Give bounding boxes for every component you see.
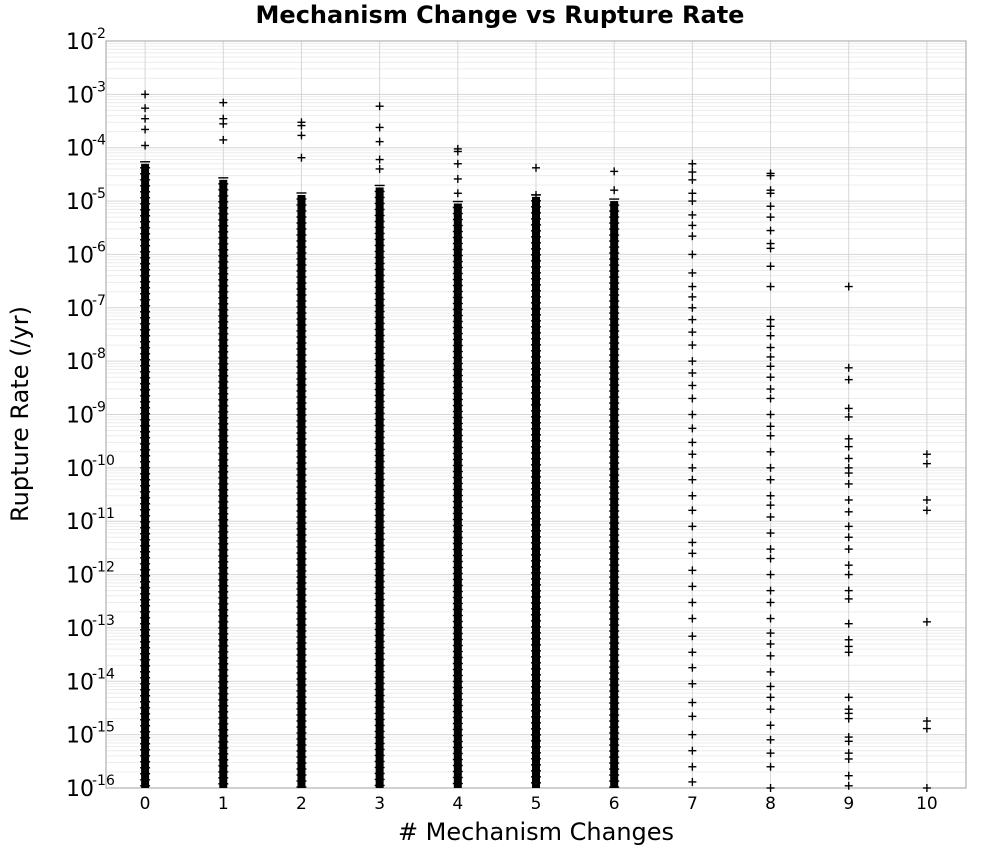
y-tick-base: 10 xyxy=(66,564,94,589)
y-tick-exponent: -12 xyxy=(92,560,115,576)
y-axis-ticks: 10-1610-1510-1410-1310-1210-1110-1010-91… xyxy=(66,26,115,802)
y-tick-label: 10-12 xyxy=(66,560,115,589)
y-tick-label: 10-10 xyxy=(66,453,115,482)
dense-point-column xyxy=(532,196,540,788)
y-tick-label: 10-13 xyxy=(66,613,115,642)
y-tick-base: 10 xyxy=(66,777,94,802)
y-tick-label: 10-15 xyxy=(66,720,115,749)
y-tick-label: 10-6 xyxy=(66,239,106,268)
y-tick-label: 10-7 xyxy=(66,293,106,322)
x-tick-label: 10 xyxy=(916,794,938,814)
y-tick-exponent: -13 xyxy=(92,613,115,629)
dense-point-column xyxy=(610,201,619,789)
y-tick-base: 10 xyxy=(66,243,94,268)
y-tick-base: 10 xyxy=(66,190,94,215)
y-tick-exponent: -11 xyxy=(92,506,115,522)
y-tick-label: 10-9 xyxy=(66,400,106,429)
x-tick-label: 6 xyxy=(609,794,620,814)
y-tick-exponent: -4 xyxy=(92,133,106,149)
x-tick-label: 8 xyxy=(765,794,776,814)
y-tick-exponent: -15 xyxy=(92,720,115,736)
x-tick-label: 4 xyxy=(452,794,463,814)
x-tick-label: 7 xyxy=(687,794,698,814)
y-tick-label: 10-11 xyxy=(66,506,115,535)
y-tick-base: 10 xyxy=(66,297,94,322)
y-tick-base: 10 xyxy=(66,137,94,162)
y-tick-base: 10 xyxy=(66,510,94,535)
y-tick-label: 10-3 xyxy=(66,79,106,108)
y-tick-base: 10 xyxy=(66,457,94,482)
y-tick-label: 10-14 xyxy=(66,666,115,695)
y-tick-exponent: -5 xyxy=(92,186,106,202)
y-tick-exponent: -10 xyxy=(92,453,115,469)
y-tick-base: 10 xyxy=(66,404,94,429)
y-axis-label: Rupture Rate (/yr) xyxy=(6,306,34,522)
x-tick-label: 3 xyxy=(374,794,385,814)
y-tick-base: 10 xyxy=(66,617,94,642)
y-tick-label: 10-8 xyxy=(66,346,106,375)
x-tick-label: 2 xyxy=(296,794,307,814)
x-tick-label: 5 xyxy=(531,794,542,814)
x-tick-label: 9 xyxy=(843,794,854,814)
dense-point-column xyxy=(297,194,306,789)
y-tick-exponent: -14 xyxy=(92,666,115,682)
y-tick-exponent: -2 xyxy=(92,26,106,42)
y-tick-base: 10 xyxy=(66,83,94,108)
y-tick-base: 10 xyxy=(66,670,94,695)
y-tick-exponent: -6 xyxy=(92,239,106,255)
x-tick-label: 0 xyxy=(140,794,151,814)
dense-point-column xyxy=(141,163,150,789)
y-tick-base: 10 xyxy=(66,30,94,55)
x-tick-label: 1 xyxy=(218,794,229,814)
y-tick-exponent: -7 xyxy=(92,293,106,309)
y-tick-label: 10-16 xyxy=(66,773,115,802)
y-tick-label: 10-2 xyxy=(66,26,106,55)
x-axis-label: # Mechanism Changes xyxy=(398,818,674,846)
chart-title: Mechanism Change vs Rupture Rate xyxy=(256,1,745,29)
x-axis-ticks: 0 1 2 3 4 5 6 7 8 9 10 xyxy=(140,794,938,814)
dense-point-column xyxy=(375,187,384,789)
y-tick-base: 10 xyxy=(66,350,94,375)
data-markers xyxy=(140,90,931,792)
y-tick-exponent: -16 xyxy=(92,773,115,789)
y-tick-exponent: -9 xyxy=(92,400,106,416)
y-tick-exponent: -3 xyxy=(92,79,106,95)
y-tick-label: 10-5 xyxy=(66,186,106,215)
y-tick-base: 10 xyxy=(66,724,94,749)
y-tick-label: 10-4 xyxy=(66,133,106,162)
y-tick-exponent: -8 xyxy=(92,346,106,362)
